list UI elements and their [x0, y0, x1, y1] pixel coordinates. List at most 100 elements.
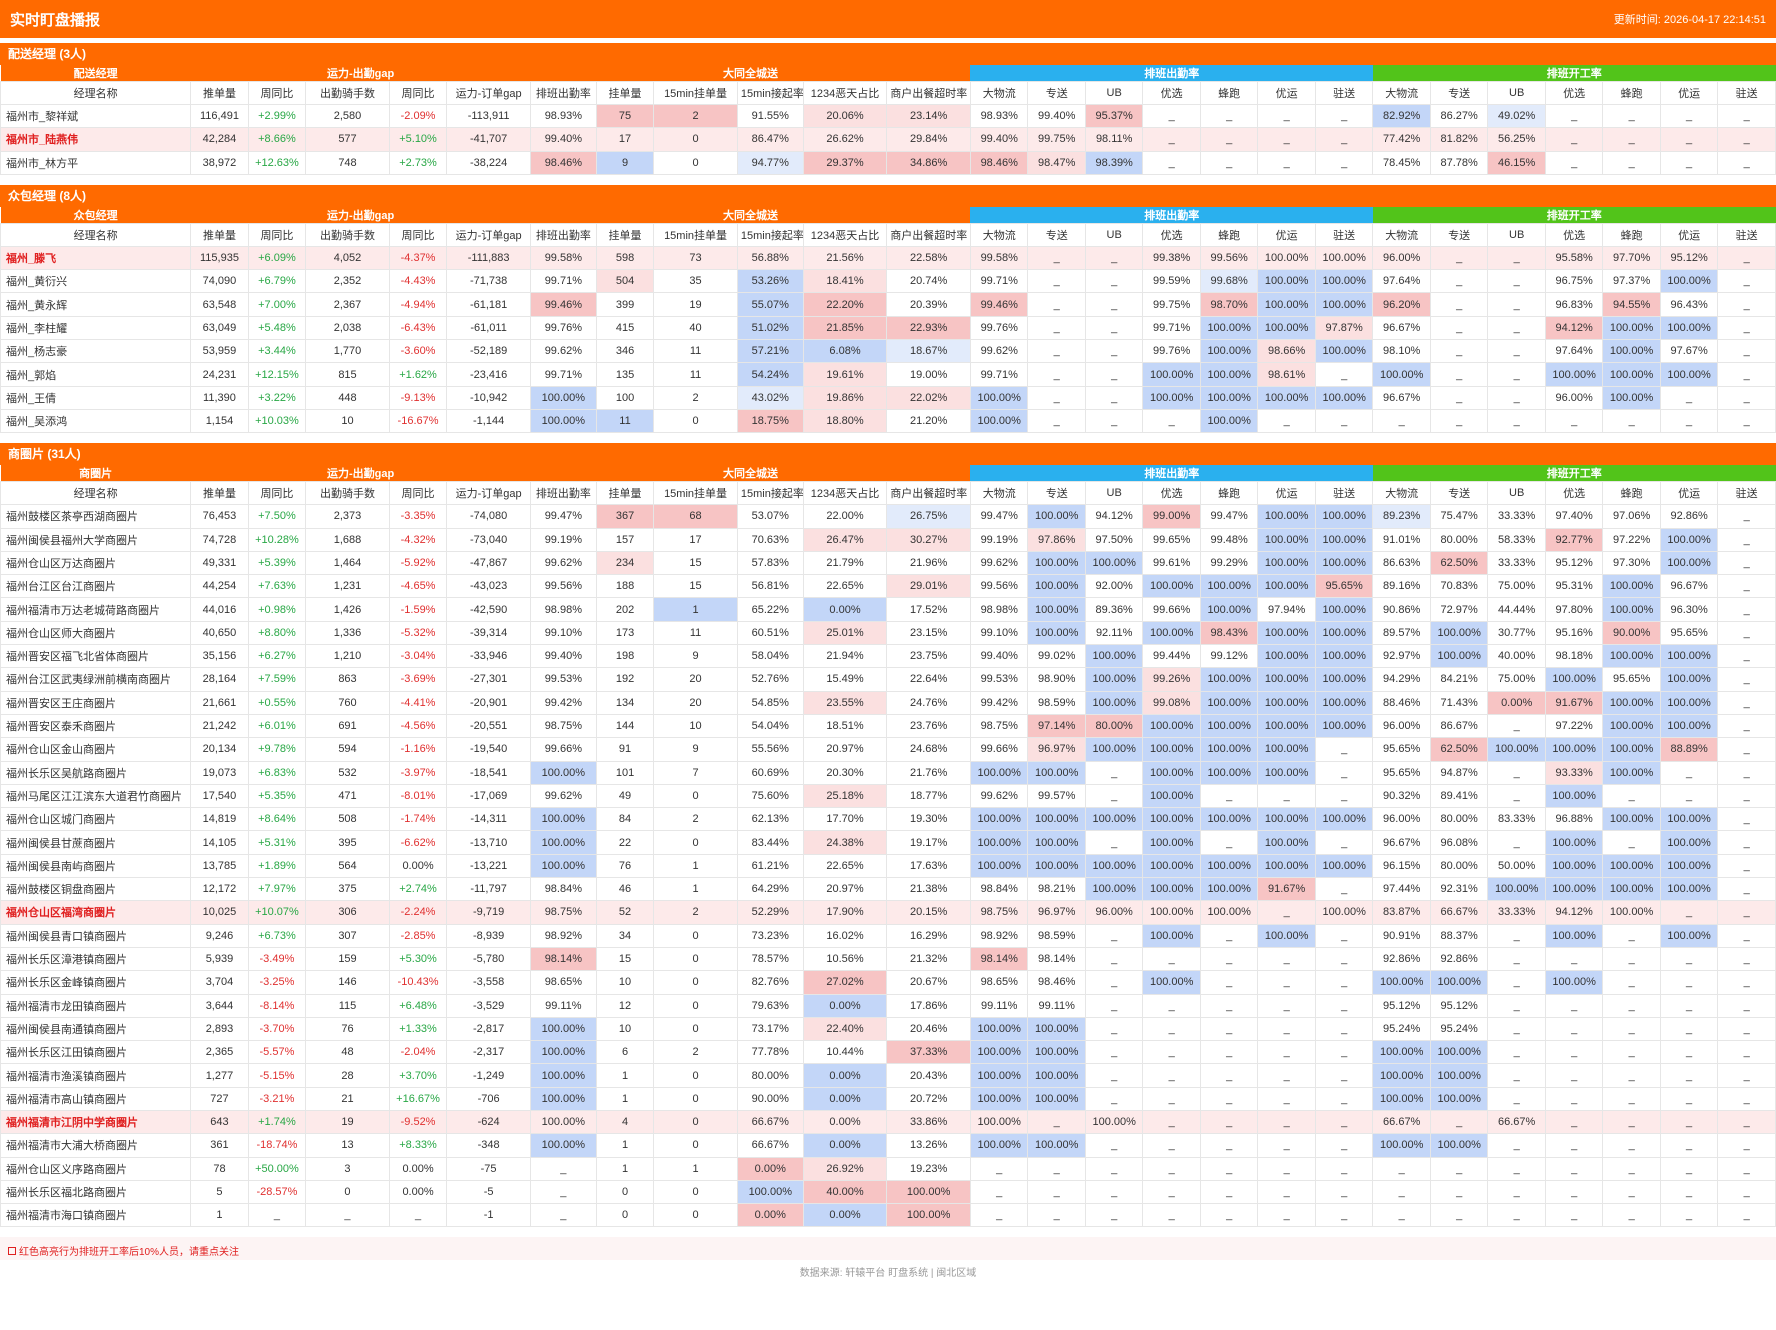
table-cell: 83.87%: [1372, 900, 1431, 925]
table-cell: _: [1084, 946, 1144, 972]
table-cell: 73.17%: [736, 1016, 804, 1042]
table-cell: 98.11%: [1084, 127, 1144, 152]
table-cell: -3.70%: [247, 1016, 307, 1042]
table-cell: -2.09%: [388, 103, 448, 129]
table-cell: _: [1717, 1179, 1776, 1205]
table-cell: 98.46%: [969, 150, 1029, 175]
table-cell: 97.70%: [1602, 245, 1661, 271]
table-cell: _: [1717, 315, 1776, 341]
table-cell: _: [1372, 1156, 1431, 1181]
table-cell: 564: [305, 853, 390, 879]
table-cell: _: [1717, 1133, 1776, 1158]
table-cell: +0.55%: [247, 690, 307, 715]
table-cell: _: [1257, 1109, 1316, 1135]
table-cell: 74,090: [190, 269, 249, 294]
column-header: 出勤骑手数: [305, 222, 390, 247]
table-cell: 80.00%: [1429, 807, 1489, 832]
group-header-capacity: 运力-出勤gap: [190, 206, 531, 224]
table-cell: +3.44%: [247, 339, 307, 364]
table-cell: 49.02%: [1487, 103, 1546, 129]
table-cell: 11: [653, 620, 738, 646]
table-cell: _: [1084, 1203, 1144, 1228]
table-cell: 26.62%: [802, 127, 888, 152]
table-cell: 100.00%: [529, 1040, 597, 1065]
table-cell: 0.00%: [802, 1063, 888, 1088]
table-cell: _: [1659, 993, 1719, 1018]
table-cell: _: [1199, 1203, 1259, 1228]
table-cell: 100.00%: [1257, 644, 1316, 669]
table-cell: 1: [595, 1086, 655, 1111]
table-cell: 100.00%: [1257, 667, 1316, 692]
table-cell: 306: [305, 900, 390, 925]
table-cell: 100.00%: [1602, 853, 1661, 879]
table-cell: 73.23%: [736, 923, 804, 948]
table-cell: 99.58%: [529, 245, 597, 271]
table-cell: 100.00%: [969, 1040, 1029, 1065]
table-cell: 760: [305, 690, 390, 715]
table-cell: _: [969, 1203, 1029, 1228]
table-cell: _: [1199, 127, 1259, 152]
table-cell: 22: [595, 830, 655, 855]
table-cell: _: [1659, 1086, 1719, 1111]
table-cell: _: [1314, 1063, 1374, 1088]
column-header: UB: [1487, 81, 1546, 105]
table-cell: 0: [653, 1133, 738, 1158]
table-cell: +1.74%: [247, 1109, 307, 1135]
table-cell: 100.00%: [1027, 807, 1086, 832]
table-cell: 2: [653, 103, 738, 129]
table-cell: 100.00%: [1487, 877, 1546, 902]
table-cell: 100.00%: [529, 760, 597, 785]
table-cell: 99.57%: [1027, 783, 1086, 809]
table-cell: -39,314: [446, 620, 531, 646]
table-cell: -3.60%: [388, 339, 448, 364]
table-cell: 10.44%: [802, 1040, 888, 1065]
table-cell: 18.75%: [736, 408, 804, 434]
table-cell: +5.35%: [247, 783, 307, 809]
table-cell: -4.56%: [388, 713, 448, 739]
table-cell: 20.74%: [886, 269, 971, 294]
table-cell: -3.97%: [388, 760, 448, 785]
table-cell: -73,040: [446, 527, 531, 552]
table-cell: _: [1544, 1203, 1604, 1228]
table-cell: 100.00%: [1027, 1063, 1086, 1088]
manager-name-cell: 福州_杨志豪: [0, 339, 192, 364]
table-cell: _: [1487, 713, 1546, 739]
table-cell: 49: [595, 783, 655, 809]
table-cell: 100.00%: [886, 1203, 971, 1228]
manager-name-cell: 福州闽侯县福州大学商圈片: [0, 527, 192, 552]
table-cell: 99.11%: [969, 993, 1029, 1018]
table-cell: 52.29%: [736, 900, 804, 925]
table-cell: 192: [595, 667, 655, 692]
table-cell: _: [1084, 1086, 1144, 1111]
table-cell: 92.86%: [1659, 504, 1719, 529]
manager-name-cell: 福州市_林方平: [0, 150, 192, 175]
table-cell: 10,025: [190, 900, 249, 925]
table-cell: 100.00%: [1257, 620, 1316, 646]
table-cell: _: [1487, 1040, 1546, 1065]
table-cell: 100.00%: [1084, 1109, 1144, 1135]
table-cell: 96.67%: [1659, 574, 1719, 599]
table-cell: _: [1717, 103, 1776, 129]
table-cell: 100: [595, 385, 655, 410]
table-cell: 100.00%: [1257, 737, 1316, 762]
table-cell: -6.43%: [388, 315, 448, 341]
table-row: 福州市_林方平 38,972 +12.63% 748 +2.73% -38,224 98.4…: [0, 150, 1776, 175]
table-cell: +12.63%: [247, 150, 307, 175]
table-cell: 1,426: [305, 597, 390, 622]
group-header-row: 配送经理 运力-出勤gap 大同全城送 排班出勤率 排班开工率: [0, 65, 1776, 82]
table-cell: 86.63%: [1372, 550, 1431, 576]
table-cell: 99.59%: [1142, 269, 1201, 294]
table-cell: _: [1084, 362, 1144, 387]
table-cell: _: [1544, 127, 1604, 152]
table-row: 福州_吴添鸿 1,154 +10.03% 10 -16.67% -1,144 100.00%…: [0, 408, 1776, 434]
table-cell: 98.47%: [1027, 150, 1086, 175]
table-cell: 81.82%: [1429, 127, 1489, 152]
table-cell: _: [1717, 1016, 1776, 1042]
table-cell: 98.61%: [1257, 362, 1316, 387]
table-cell: 0: [653, 1063, 738, 1088]
manager-name-cell: 福州福清市万达老城荷路商圈片: [0, 597, 192, 622]
table-cell: 23.76%: [886, 713, 971, 739]
table-cell: -8.14%: [247, 993, 307, 1018]
section-title: 众包经理 (8人): [0, 184, 1776, 207]
table-cell: 90.32%: [1372, 783, 1431, 809]
